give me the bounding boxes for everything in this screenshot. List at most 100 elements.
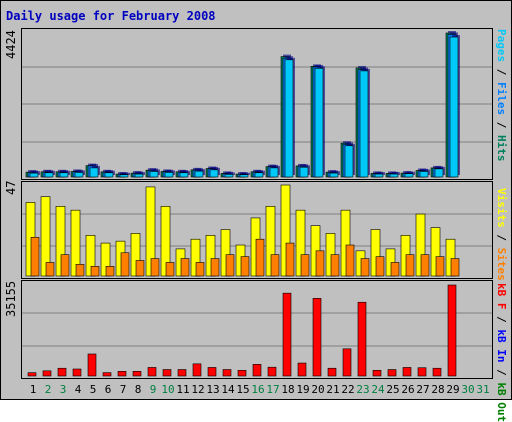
- legend-part: /: [495, 362, 508, 383]
- kbf-bar-1: [27, 372, 37, 377]
- pages-bar-23: [359, 70, 369, 178]
- sites-bar-1: [30, 236, 40, 277]
- pages-bar-25-depth: [392, 172, 400, 175]
- sites-bar-24: [375, 256, 385, 277]
- sites-bar-23: [360, 258, 370, 277]
- day-label-2: 2: [44, 383, 52, 396]
- visits-bar-24: [370, 229, 381, 277]
- visits-bar-10: [160, 205, 171, 277]
- day-label-17: 17: [266, 383, 280, 396]
- legend-part: kB Out: [495, 382, 508, 422]
- legend-part: Visits: [495, 188, 508, 228]
- chart-title: Daily usage for February 2008: [6, 9, 216, 23]
- pages-bar-16: [254, 172, 264, 178]
- kbytes-chart: [22, 284, 492, 377]
- kbytes-legend: kB F / kB In / kB Out: [495, 281, 509, 422]
- pages-bar-24-depth: [377, 172, 385, 175]
- sites-bar-15: [240, 256, 250, 277]
- sites-bar-21: [330, 254, 340, 277]
- pages-bar-9: [149, 171, 159, 178]
- day-label-27: 27: [416, 383, 430, 396]
- sites-bar-8: [135, 260, 145, 277]
- legend-part: Pages: [495, 29, 508, 63]
- kbf-bar-23: [357, 301, 367, 377]
- sites-bar-28: [435, 256, 445, 277]
- visits-bar-12: [190, 238, 201, 277]
- legend-part: Hits: [495, 135, 508, 162]
- kbf-bar-5: [87, 353, 97, 377]
- kbytes-panel: [21, 280, 493, 379]
- pages-bar-6: [104, 172, 114, 178]
- visits-bar-6: [100, 242, 111, 277]
- sites-bar-9: [150, 258, 160, 277]
- kbf-bar-26: [402, 367, 412, 377]
- sites-bar-29: [450, 258, 460, 277]
- pages-bar-5: [89, 167, 99, 178]
- day-label-14: 14: [221, 383, 235, 396]
- kbf-bar-8: [132, 371, 142, 377]
- kbf-bar-12: [192, 363, 202, 377]
- pages-bar-22: [344, 145, 354, 178]
- legend-part: /: [495, 309, 508, 330]
- visits-ymax-label: 47: [4, 180, 18, 195]
- pages-bar-20: [314, 67, 324, 178]
- day-label-11: 11: [176, 383, 190, 396]
- day-axis: 1 2 3 4 5 6 7 8 9 10 11 12 13 14 15 16 17 18 19 20 21 22 23 24 2…: [21, 381, 493, 397]
- pages-bar-8-depth: [137, 172, 145, 175]
- kbf-bar-6: [102, 372, 112, 377]
- day-label-21: 21: [326, 383, 340, 396]
- visits-bar-27: [415, 213, 426, 277]
- day-label-31: 31: [476, 383, 490, 396]
- day-label-25: 25: [386, 383, 400, 396]
- kbf-bar-15: [237, 370, 247, 377]
- sites-bar-11: [180, 258, 190, 277]
- day-label-9: 9: [149, 383, 157, 396]
- day-label-24: 24: [371, 383, 385, 396]
- pages-bar-26: [404, 173, 414, 178]
- day-label-7: 7: [119, 383, 127, 396]
- hits-chart: [22, 31, 492, 178]
- sites-bar-17: [270, 254, 280, 277]
- legend-part: /: [495, 62, 508, 82]
- hits-ymax-label: 4424: [4, 30, 18, 59]
- pages-bar-14-depth: [227, 172, 235, 175]
- kbf-bar-9: [147, 367, 157, 377]
- visits-bar-14: [220, 229, 231, 277]
- sites-bar-14: [225, 254, 235, 277]
- pages-bar-7: [119, 174, 129, 178]
- legend-part: kB In: [495, 329, 508, 363]
- pages-bar-28: [434, 168, 444, 178]
- sites-bar-16: [255, 238, 265, 277]
- day-label-6: 6: [104, 383, 112, 396]
- kbf-bar-14: [222, 369, 232, 377]
- kbf-bar-21: [327, 367, 337, 377]
- sites-bar-20: [315, 250, 325, 277]
- kbytes-ymax-label: 35155: [4, 280, 18, 317]
- kbf-bar-18: [282, 292, 292, 377]
- pages-bar-4: [74, 172, 84, 178]
- pages-bar-2: [44, 172, 54, 178]
- visits-chart: [22, 184, 492, 277]
- day-label-22: 22: [341, 383, 355, 396]
- day-label-30: 30: [461, 383, 475, 396]
- kbf-bar-10: [162, 369, 172, 377]
- sites-bar-3: [60, 254, 70, 277]
- day-label-8: 8: [134, 383, 142, 396]
- visits-bar-2: [40, 196, 51, 277]
- pages-bar-1: [29, 172, 39, 178]
- pages-bar-18: [284, 59, 294, 178]
- day-label-18: 18: [281, 383, 295, 396]
- visits-bar-8: [130, 233, 141, 277]
- kbf-bar-24: [372, 370, 382, 377]
- pages-bar-19: [299, 166, 309, 178]
- sites-bar-19: [300, 254, 310, 277]
- day-label-12: 12: [191, 383, 205, 396]
- sites-bar-4: [75, 264, 85, 277]
- kbf-bar-28: [432, 367, 442, 377]
- pages-bar-24: [374, 173, 384, 178]
- visits-bar-17: [265, 205, 276, 277]
- hits-legend: Pages / Files / Hits: [495, 29, 509, 179]
- hits-panel: [21, 28, 493, 180]
- visits-bar-3: [55, 205, 66, 277]
- pages-bar-11: [179, 172, 189, 178]
